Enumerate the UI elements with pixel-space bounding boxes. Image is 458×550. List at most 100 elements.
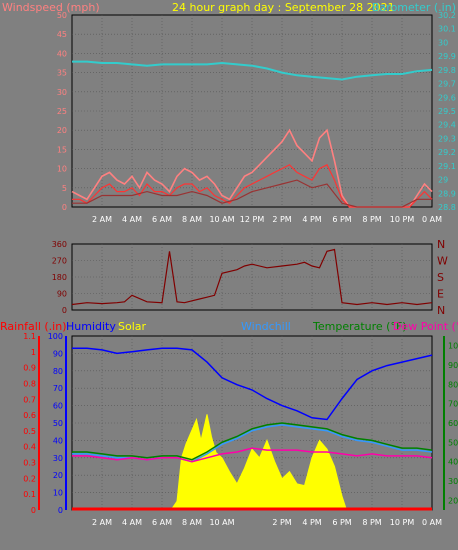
humidity-tick-label: 50 (53, 419, 63, 428)
barometer-tick-label: 29.4 (438, 121, 456, 130)
windspeed-tick-label: 45 (57, 30, 67, 39)
temperature-tick-label: 100 (448, 342, 458, 351)
rain-tick-label: 0.9 (23, 364, 36, 373)
x-tick-label: 10 PM (390, 518, 415, 527)
x-tick-label: 6 AM (152, 518, 172, 527)
humidity-axis-title: Humidity (66, 320, 116, 333)
rain-tick-label: 0.6 (23, 411, 36, 420)
windspeed-axis-title: Windspeed (mph) (2, 1, 100, 14)
barometer-tick-label: 29.1 (438, 162, 456, 171)
direction-tick-label: 0 (62, 306, 67, 315)
rainfall-axis-title: Rainfall (.in) (0, 320, 67, 333)
humidity-tick-label: 100 (48, 332, 63, 341)
direction-tick-label: 360 (52, 240, 67, 249)
windspeed-tick-label: 25 (57, 107, 67, 116)
rain-tick-label: 0.5 (23, 427, 36, 436)
rain-tick-label: 0.3 (23, 459, 36, 468)
barometer-tick-label: 29.8 (438, 66, 456, 75)
windspeed-tick-label: 0 (62, 203, 67, 212)
barometer-tick-label: 28.9 (438, 189, 456, 198)
humidity-line (72, 347, 433, 421)
direction-tick-label: 270 (52, 257, 67, 266)
windspeed-tick-label: 50 (57, 11, 67, 20)
barometer-tick-label: 30.2 (438, 11, 456, 20)
humidity-tick-label: 10 (53, 489, 63, 498)
rain-tick-label: 0.7 (23, 395, 36, 404)
compass-label: W (437, 255, 448, 268)
barometer-tick-label: 28.8 (438, 203, 456, 212)
rain-tick-label: 1.1 (23, 332, 36, 341)
rain-tick-label: 1 (31, 348, 36, 357)
x-tick-label: 0 AM (422, 518, 442, 527)
x-tick-label: 4 AM (122, 518, 142, 527)
x-tick-label: 8 AM (182, 215, 202, 224)
rain-tick-label: 0.1 (23, 490, 36, 499)
barometer-tick-label: 30.1 (438, 25, 456, 34)
humidity-tick-label: 80 (53, 367, 63, 376)
x-tick-label: 10 PM (390, 215, 415, 224)
x-tick-label: 10 AM (209, 215, 234, 224)
windspeed-tick-label: 20 (57, 126, 67, 135)
rain-tick-label: 0.4 (23, 443, 36, 452)
x-tick-label: 6 PM (332, 215, 351, 224)
temperature-tick-label: 40 (448, 458, 458, 467)
humidity-tick-label: 70 (53, 384, 63, 393)
solar-legend: Solar (118, 320, 147, 333)
barometer-tick-label: 30 (438, 38, 448, 47)
barometer-tick-label: 29.9 (438, 52, 456, 61)
temperature-series-line (72, 422, 433, 461)
compass-label: N (437, 238, 445, 251)
solar-area (170, 414, 348, 511)
humidity-tick-label: 0 (58, 506, 63, 515)
x-tick-label: 2 PM (272, 518, 291, 527)
x-tick-label: 2 AM (92, 215, 112, 224)
x-tick-label: 0 AM (422, 215, 442, 224)
barometer-tick-label: 29.3 (438, 134, 456, 143)
x-tick-label: 4 PM (302, 518, 321, 527)
windspeed-tick-label: 5 (62, 184, 67, 193)
x-tick-label: 2 PM (272, 215, 291, 224)
barometer-tick-label: 29.7 (438, 80, 456, 89)
windspeed-tick-label: 40 (57, 49, 67, 58)
barometer-tick-label: 29.2 (438, 148, 456, 157)
humidity-tick-label: 30 (53, 454, 63, 463)
temperature-tick-label: 60 (448, 419, 458, 428)
temperature-tick-label: 70 (448, 400, 458, 409)
rain-tick-label: 0 (31, 506, 36, 515)
chart-title: 24 hour graph day : September 28 2021 (172, 1, 395, 14)
barometer-tick-label: 29.5 (438, 107, 456, 116)
windspeed-tick-label: 30 (57, 88, 67, 97)
rain-tick-label: 0.8 (23, 379, 36, 388)
temperature-tick-label: 30 (448, 477, 458, 486)
temperature-tick-label: 90 (448, 361, 458, 370)
x-tick-label: 8 PM (362, 518, 381, 527)
humidity-tick-label: 60 (53, 402, 63, 411)
x-tick-label: 6 PM (332, 518, 351, 527)
temperature-tick-label: 80 (448, 380, 458, 389)
wind-direction-line (71, 248, 433, 306)
windchill-legend: Windchill (241, 320, 291, 333)
barometer-axis-title: Barometer (.in) (372, 1, 456, 14)
wind-series-line (72, 179, 432, 208)
windspeed-tick-label: 15 (57, 145, 67, 154)
compass-label: E (437, 288, 444, 301)
rain-tick-label: 0.2 (23, 474, 36, 483)
barometer-tick-label: 29 (438, 176, 448, 185)
temperature-humidity-panel: 0 10 20 30 40 50 60 70 80 90 100 0 0.1 0.2 0.3 0.4 0.5 0.… (23, 332, 458, 527)
compass-label: N (437, 304, 445, 317)
dewpoint-legend: Dew Point (°F (393, 320, 458, 333)
windspeed-tick-label: 35 (57, 69, 67, 78)
x-tick-label: 10 AM (209, 518, 234, 527)
direction-tick-label: 90 (57, 290, 67, 299)
x-tick-label: 8 PM (362, 215, 381, 224)
humidity-tick-label: 90 (53, 349, 63, 358)
humidity-tick-label: 20 (53, 471, 63, 480)
x-tick-label: 12 PM (240, 215, 265, 224)
barometer-tick-label: 29.6 (438, 93, 456, 102)
x-tick-label: 4 PM (302, 215, 321, 224)
wind-barometer-panel: 0 5 10 15 20 25 30 35 40 45 50 28.8 28.9 29 29.1 29.2 29… (57, 11, 456, 224)
x-tick-label: 8 AM (182, 518, 202, 527)
